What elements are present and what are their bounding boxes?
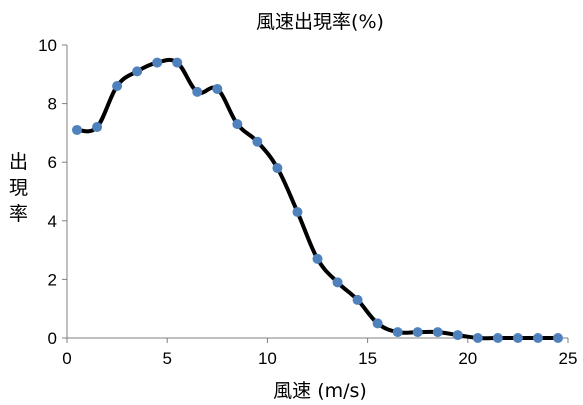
data-point (112, 81, 123, 92)
data-point (352, 294, 363, 305)
data-point (332, 277, 343, 288)
x-tick-label: 5 (162, 349, 171, 368)
data-point (272, 163, 283, 174)
data-point (192, 86, 203, 97)
data-point (452, 330, 463, 341)
data-point (532, 333, 543, 343)
data-point (472, 333, 483, 343)
data-point (512, 333, 523, 343)
data-point (92, 122, 103, 133)
y-tick-label: 8 (48, 95, 57, 114)
y-axis-title-char: 出 (9, 151, 28, 173)
x-tick-label: 0 (62, 349, 71, 368)
data-point (232, 119, 243, 130)
data-point (132, 66, 143, 77)
y-tick-label: 6 (48, 153, 57, 172)
y-tick-label: 4 (48, 212, 57, 231)
x-tick-label: 25 (559, 349, 578, 368)
x-tick-label: 15 (358, 349, 377, 368)
y-axis-title-char: 現 (9, 177, 28, 199)
x-tick-label: 20 (458, 349, 477, 368)
data-point (432, 327, 443, 338)
data-point (312, 253, 323, 264)
data-point (212, 83, 223, 94)
series-line (75, 57, 560, 341)
data-point (72, 124, 83, 135)
data-point (392, 327, 403, 338)
x-axis-title: 風速 (m/s) (273, 380, 367, 402)
data-point (412, 327, 423, 338)
data-point (152, 57, 163, 68)
chart-title: 風速出現率(%) (256, 11, 384, 33)
y-axis-title-char: 率 (9, 203, 28, 225)
x-tick-label: 10 (258, 349, 277, 368)
data-point (372, 318, 383, 329)
y-tick-label: 10 (38, 36, 57, 55)
data-point (552, 333, 563, 343)
y-tick-label: 0 (48, 329, 57, 348)
data-point (492, 333, 503, 343)
plot-area: 0 2 4 6 8 10 0 5 10 15 20 25 (38, 36, 577, 368)
data-point (252, 136, 263, 147)
data-point (292, 207, 303, 218)
y-tick-label: 2 (48, 270, 57, 289)
y-axis-title: 出現率 (9, 151, 28, 225)
data-point (172, 57, 183, 68)
